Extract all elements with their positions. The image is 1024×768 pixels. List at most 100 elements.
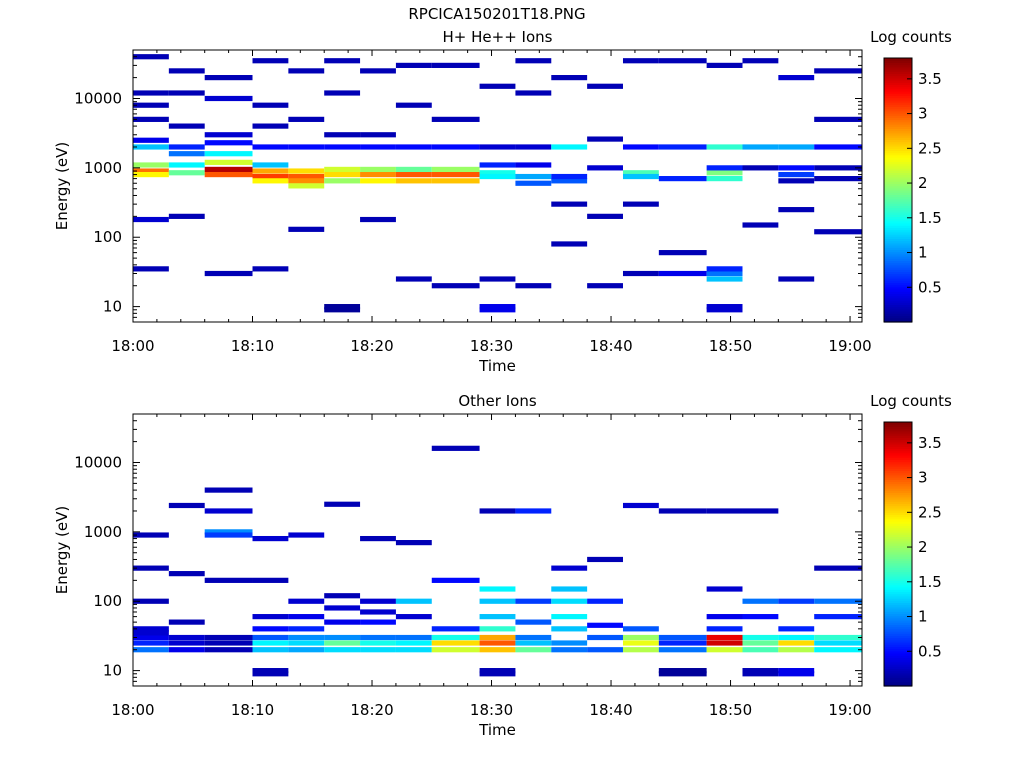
heatmap-cell [133,54,169,60]
heatmap-cell [778,647,815,653]
heatmap-cell [814,165,862,171]
heatmap-cell [778,634,815,641]
heatmap-cell [479,83,516,89]
heatmap-cell [551,144,588,150]
colorbar-segment [884,512,912,515]
heatmap-cell [742,634,779,641]
heatmap-cell [778,207,815,213]
colorbar-segment [884,130,912,134]
heatmap-cell [133,216,169,223]
colorbar-segment [884,424,912,427]
heatmap-cell [168,213,205,219]
heatmap-cell [133,626,169,632]
colorbar-segment [884,441,912,445]
heatmap-cell [778,668,815,674]
heatmap-cell [742,508,779,514]
colorbar-tick-label: 0.5 [918,642,942,660]
heatmap-cell [252,640,289,646]
colorbar-segment [884,604,912,608]
plot-frame [132,49,863,323]
colorbar-segment [884,121,912,125]
panel-title: H+ He++ Ions [443,28,553,46]
colorbar-segment [884,86,912,90]
heatmap-cell [431,640,480,646]
heatmap-cell [395,178,432,184]
colorbar-segment [884,573,912,577]
colorbar-label: Log counts [870,28,952,46]
colorbar-segment [884,212,912,215]
colorbar-tick-label: 3.5 [918,70,942,88]
heatmap-cell [814,68,862,74]
colorbar-segment [884,240,912,244]
heatmap-cell [360,598,396,604]
colorbar-segment [884,650,912,654]
heatmap-cell [706,647,743,653]
heatmap-cell [360,640,396,646]
heatmap-cell [814,647,862,653]
heatmap-cell [587,213,623,219]
colorbar-segment [884,481,912,485]
heatmap-cell [622,144,659,150]
colorbar-segment [884,289,912,292]
colorbar-segment [884,185,912,189]
colorbar-segment [884,77,912,81]
colorbar-segment [884,679,912,683]
colorbar-segment [884,260,912,264]
colorbar-segment [884,64,912,68]
colorbar-segment [884,595,912,599]
heatmap-cell [324,634,361,641]
colorbar-segment [884,139,912,143]
heatmap-cell [479,276,516,282]
colorbar-segment [884,659,912,663]
colorbar-segment [884,205,912,209]
heatmap-cell [622,626,659,632]
heatmap-cell [622,634,659,641]
colorbar-segment [884,518,912,522]
colorbar-segment [884,174,912,178]
colorbar-segment [884,488,912,491]
heatmap-cell [742,647,779,653]
colorbar-segment [884,102,912,105]
colorbar-segment [884,547,912,551]
colorbar-segment [884,253,912,257]
heatmap-cell [706,270,743,277]
heatmap-cell [324,501,361,507]
heatmap-cell [587,556,623,563]
heatmap-cell [133,532,169,538]
x-tick-label: 18:10 [231,701,274,719]
heatmap-cell [395,598,432,604]
x-tick-label: 18:30 [470,337,513,355]
colorbar-segment [884,284,912,288]
colorbar-segment [884,657,912,661]
colorbar-segment [884,644,912,647]
heatmap-cell [204,634,253,641]
heatmap-cell [288,68,325,74]
colorbar-segment [884,514,912,518]
colorbar-segment [884,483,912,487]
heatmap-cell [360,68,396,74]
colorbar-segment [884,119,912,123]
heatmap-cell [778,75,815,81]
heatmap-cell [204,132,253,138]
heatmap-cell [324,178,361,184]
heatmap-cell [133,647,169,653]
colorbar-segment [884,503,912,507]
colorbar-segment [884,115,912,118]
y-tick-label: 10000 [74,89,122,107]
colorbar-segment [884,600,912,603]
colorbar-segment [884,589,912,592]
colorbar-segment [884,183,912,187]
colorbar-segment [884,551,912,555]
heatmap-cell [778,626,815,632]
heatmap-cell [324,640,361,646]
heatmap-cell [395,102,432,108]
colorbar-segment [884,275,912,279]
colorbar-segment [884,66,912,70]
colorbar-segment [884,521,912,524]
y-tick-label: 10 [103,298,122,316]
heatmap-cell [133,144,169,150]
heatmap-cell [814,116,862,122]
heatmap-cell [133,102,169,108]
heatmap-cell [204,577,253,583]
